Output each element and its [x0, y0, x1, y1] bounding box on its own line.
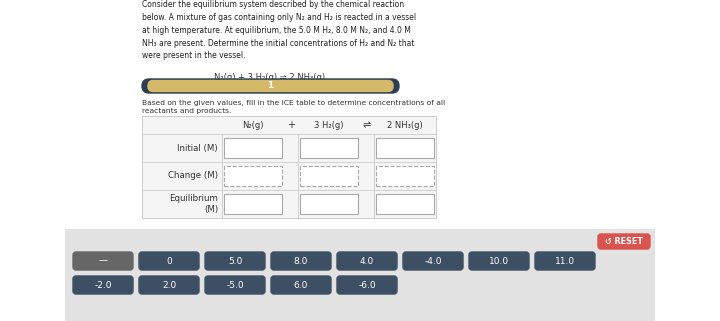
Text: 2 NH₃(g): 2 NH₃(g) — [387, 120, 423, 129]
Text: Consider the equilibrium system described by the chemical reaction
below. A mixt: Consider the equilibrium system describe… — [142, 0, 416, 60]
Text: ⇌: ⇌ — [363, 120, 371, 130]
Text: 8.0: 8.0 — [294, 256, 308, 265]
FancyBboxPatch shape — [205, 252, 265, 270]
Text: 5.0: 5.0 — [228, 256, 242, 265]
Text: 4.0: 4.0 — [360, 256, 374, 265]
FancyBboxPatch shape — [73, 252, 133, 270]
Text: Change (M): Change (M) — [168, 171, 218, 180]
Text: -2.0: -2.0 — [94, 281, 112, 290]
FancyBboxPatch shape — [142, 79, 399, 93]
Text: Initial (M): Initial (M) — [177, 143, 218, 152]
FancyBboxPatch shape — [598, 234, 650, 249]
FancyBboxPatch shape — [148, 81, 393, 91]
FancyBboxPatch shape — [469, 252, 529, 270]
Text: N₂(g) + 3 H₂(g) ⇌ 2 NH₃(g): N₂(g) + 3 H₂(g) ⇌ 2 NH₃(g) — [215, 73, 325, 82]
Text: 3 H₂(g): 3 H₂(g) — [314, 120, 343, 129]
FancyBboxPatch shape — [535, 252, 595, 270]
Bar — [376, 166, 434, 186]
Bar — [142, 116, 436, 218]
Text: -4.0: -4.0 — [424, 256, 442, 265]
Text: N₂(g): N₂(g) — [242, 120, 264, 129]
Text: 10.0: 10.0 — [489, 256, 509, 265]
FancyBboxPatch shape — [205, 276, 265, 294]
Text: -6.0: -6.0 — [358, 281, 376, 290]
Text: —: — — [99, 256, 107, 265]
FancyBboxPatch shape — [73, 276, 133, 294]
Text: Based on the given values, fill in the ICE table to determine concentrations of : Based on the given values, fill in the I… — [142, 100, 445, 115]
FancyBboxPatch shape — [139, 276, 199, 294]
Bar — [224, 138, 282, 158]
Text: 0: 0 — [166, 256, 172, 265]
Bar — [224, 194, 282, 214]
Bar — [300, 138, 358, 158]
Text: 6.0: 6.0 — [294, 281, 308, 290]
Bar — [300, 166, 358, 186]
FancyBboxPatch shape — [271, 276, 331, 294]
Bar — [376, 138, 434, 158]
FancyBboxPatch shape — [139, 252, 199, 270]
Text: 1: 1 — [267, 82, 274, 91]
Text: +: + — [287, 120, 295, 130]
FancyBboxPatch shape — [403, 252, 463, 270]
Bar — [300, 194, 358, 214]
Bar — [224, 166, 282, 186]
Text: -5.0: -5.0 — [226, 281, 244, 290]
FancyBboxPatch shape — [337, 252, 397, 270]
Bar — [376, 194, 434, 214]
Text: 2.0: 2.0 — [162, 281, 176, 290]
Text: Equilibrium
(M): Equilibrium (M) — [169, 194, 218, 214]
Text: ↺ RESET: ↺ RESET — [605, 237, 643, 246]
FancyBboxPatch shape — [271, 252, 331, 270]
Text: 11.0: 11.0 — [555, 256, 575, 265]
FancyBboxPatch shape — [337, 276, 397, 294]
Bar — [65, 229, 655, 321]
